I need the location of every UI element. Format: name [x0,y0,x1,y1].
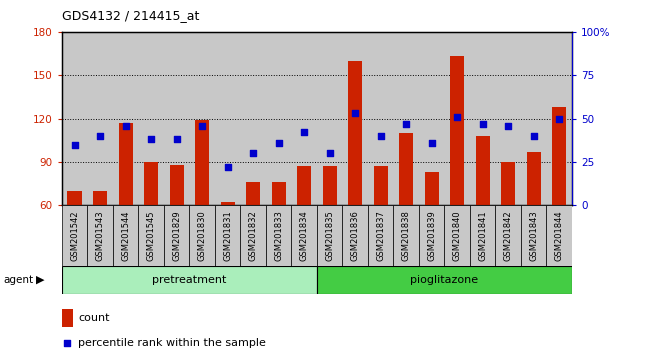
Bar [144,162,158,205]
Point [172,137,182,142]
Bar [220,202,235,205]
Point [478,121,488,127]
Bar [93,191,107,205]
Point [95,133,105,139]
Point [248,150,258,156]
Text: pretreatment: pretreatment [152,275,226,285]
Bar [445,205,470,266]
Point [376,133,386,139]
Point [503,123,514,129]
Bar [322,166,337,205]
Text: GSM201841: GSM201841 [478,210,488,261]
Point [350,110,360,116]
Text: GSM201544: GSM201544 [121,210,130,261]
Bar [552,107,566,205]
Text: GSM201838: GSM201838 [402,210,411,261]
Bar [240,205,266,266]
Bar [470,205,495,266]
Bar [87,205,113,266]
Text: GSM201840: GSM201840 [452,210,462,261]
Point [146,137,156,142]
Bar [62,309,73,327]
Bar [521,205,547,266]
Point [120,123,131,129]
Bar [138,205,164,266]
Bar [195,120,209,205]
Text: GSM201844: GSM201844 [554,210,564,261]
Point [70,142,80,147]
Bar [450,56,464,205]
Text: GSM201543: GSM201543 [96,210,105,261]
Bar [526,152,541,205]
Point [274,140,284,146]
Bar [170,165,183,205]
Point [426,140,437,146]
Text: pioglitazone: pioglitazone [410,275,478,285]
Bar [62,266,317,294]
Bar [68,191,81,205]
Bar [343,205,368,266]
Text: GSM201835: GSM201835 [325,210,334,261]
Text: GSM201830: GSM201830 [198,210,207,261]
Text: GSM201834: GSM201834 [300,210,309,261]
Text: GSM201542: GSM201542 [70,210,79,261]
Bar [348,61,362,205]
Text: GSM201832: GSM201832 [248,210,257,261]
Text: agent: agent [3,275,33,285]
Text: GSM201829: GSM201829 [172,210,181,261]
Bar [393,205,419,266]
Bar [189,205,214,266]
Bar [118,123,133,205]
Bar [547,205,572,266]
Bar [424,172,439,205]
Point [452,114,462,120]
Bar [266,205,291,266]
Point [222,164,233,170]
Text: count: count [78,313,110,323]
Text: GSM201836: GSM201836 [350,210,359,261]
Point [299,130,309,135]
Bar [374,166,387,205]
Text: GSM201839: GSM201839 [427,210,436,261]
Bar [113,205,138,266]
Point [401,121,411,127]
Text: GSM201545: GSM201545 [146,210,155,261]
Bar [297,166,311,205]
Bar [291,205,317,266]
Bar [399,133,413,205]
Point [324,150,335,156]
Bar [214,205,240,266]
Bar [476,136,489,205]
Text: percentile rank within the sample: percentile rank within the sample [78,338,266,348]
Bar [501,162,515,205]
Bar [62,205,87,266]
Bar [246,182,260,205]
Bar [317,266,572,294]
Text: GDS4132 / 214415_at: GDS4132 / 214415_at [62,10,199,22]
Bar [368,205,393,266]
Point [363,227,373,233]
Point [197,123,207,129]
Point [528,133,539,139]
Text: GSM201842: GSM201842 [504,210,513,261]
Bar [419,205,445,266]
Bar [495,205,521,266]
Bar [272,182,285,205]
Bar [317,205,343,266]
Text: GSM201833: GSM201833 [274,210,283,261]
Bar [164,205,189,266]
Point [554,116,564,121]
Text: GSM201843: GSM201843 [529,210,538,261]
Text: ▶: ▶ [36,275,44,285]
Text: GSM201837: GSM201837 [376,210,385,261]
Text: GSM201831: GSM201831 [223,210,232,261]
